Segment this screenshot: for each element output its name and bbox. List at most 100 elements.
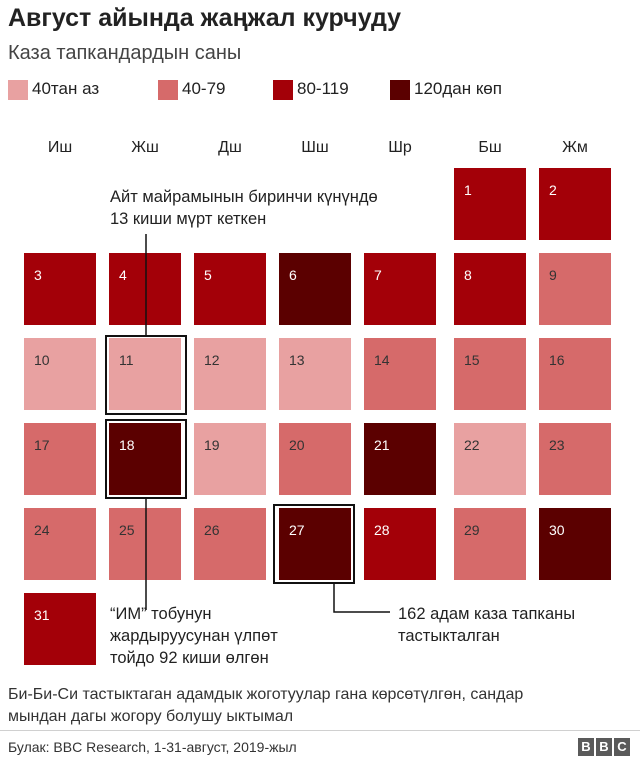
calendar-day-cell: 7 bbox=[364, 253, 436, 325]
calendar-day-number: 17 bbox=[34, 437, 50, 453]
annotation-eid-line1: Айт майрамынын биринчи күнүндө bbox=[110, 188, 378, 206]
calendar-day-number: 5 bbox=[204, 267, 212, 283]
calendar-day-number: 26 bbox=[204, 522, 220, 538]
calendar-day-cell: 17 bbox=[24, 423, 96, 495]
calendar-day-number: 1 bbox=[464, 182, 472, 198]
footer-divider bbox=[0, 730, 640, 731]
weekday-label-mon: Иш bbox=[47, 139, 73, 156]
calendar-day-cell: 5 bbox=[194, 253, 266, 325]
chart-title: Август айында жаңжал курчуду bbox=[8, 4, 402, 32]
calendar-day-number: 30 bbox=[549, 522, 565, 538]
calendar-day-number: 31 bbox=[34, 607, 50, 623]
calendar-day-cell: 3 bbox=[24, 253, 96, 325]
annotation-day-27: 162 адам каза тапканы тастыкталган bbox=[398, 603, 575, 647]
calendar-day-cell: 2 bbox=[539, 168, 611, 240]
calendar-day-number: 10 bbox=[34, 352, 50, 368]
calendar-day-cell: 27 bbox=[279, 508, 351, 580]
calendar-day-cell: 22 bbox=[454, 423, 526, 495]
legend: 40тан аз 40-79 80-119 120дан көп bbox=[0, 78, 640, 102]
annotation-day-27-line2: тастыкталган bbox=[398, 627, 500, 645]
footnote: Би-Би-Си тастыктаган адамдык жоготуулар … bbox=[8, 684, 638, 728]
calendar-day-cell: 30 bbox=[539, 508, 611, 580]
footnote-line1: Би-Би-Си тастыктаган адамдык жоготуулар … bbox=[8, 686, 524, 703]
calendar-day-number: 8 bbox=[464, 267, 472, 283]
calendar-day-cell: 16 bbox=[539, 338, 611, 410]
calendar-day-number: 27 bbox=[289, 522, 305, 538]
weekday-label-thu: Шш bbox=[301, 139, 329, 156]
calendar-day-number: 19 bbox=[204, 437, 220, 453]
calendar-day-cell: 29 bbox=[454, 508, 526, 580]
calendar-day-cell: 8 bbox=[454, 253, 526, 325]
legend-label-over-120: 120дан көп bbox=[414, 79, 502, 98]
calendar-day-cell: 18 bbox=[109, 423, 181, 495]
calendar-day-number: 24 bbox=[34, 522, 50, 538]
calendar-day-number: 25 bbox=[119, 522, 135, 538]
calendar-day-cell: 21 bbox=[364, 423, 436, 495]
calendar-day-number: 9 bbox=[549, 267, 557, 283]
legend-label-80-119: 80-119 bbox=[297, 79, 349, 98]
annotation-wedding: “ИМ” тобунун жардыруусунан үлпөт тойдо 9… bbox=[110, 603, 278, 669]
annotation-day-27-line1: 162 адам каза тапканы bbox=[398, 605, 576, 623]
calendar-day-number: 4 bbox=[119, 267, 127, 283]
calendar-day-cell: 20 bbox=[279, 423, 351, 495]
calendar-day-cell: 10 bbox=[24, 338, 96, 410]
calendar-day-cell: 9 bbox=[539, 253, 611, 325]
legend-swatch-80-119 bbox=[273, 80, 293, 100]
annotation-eid-line2: 13 киши мүрт кеткен bbox=[110, 210, 267, 228]
calendar-day-cell: 23 bbox=[539, 423, 611, 495]
calendar-day-cell: 24 bbox=[24, 508, 96, 580]
calendar-day-cell: 13 bbox=[279, 338, 351, 410]
calendar-day-number: 13 bbox=[289, 352, 305, 368]
bbc-logo-letter: B bbox=[578, 738, 594, 756]
calendar-day-number: 15 bbox=[464, 352, 480, 368]
calendar-day-cell: 6 bbox=[279, 253, 351, 325]
calendar-day-cell: 12 bbox=[194, 338, 266, 410]
calendar-day-cell: 26 bbox=[194, 508, 266, 580]
annotation-wedding-line3: тойдо 92 киши өлгөн bbox=[110, 649, 269, 667]
calendar-day-number: 20 bbox=[289, 437, 305, 453]
weekday-label-wed: Дш bbox=[218, 139, 242, 156]
calendar-day-number: 11 bbox=[119, 352, 134, 368]
calendar-day-cell: 14 bbox=[364, 338, 436, 410]
calendar-day-number: 12 bbox=[204, 352, 220, 368]
chart-subtitle: Каза тапкандардын саны bbox=[8, 42, 242, 64]
legend-swatch-40-79 bbox=[158, 80, 178, 100]
calendar-day-number: 7 bbox=[374, 267, 382, 283]
annotation-wedding-line2: жардыруусунан үлпөт bbox=[110, 627, 278, 645]
calendar-day-number: 21 bbox=[374, 437, 390, 453]
leader-line-day-27 bbox=[333, 583, 390, 613]
calendar-day-number: 29 bbox=[464, 522, 480, 538]
weekday-label-sun: Жм bbox=[562, 139, 588, 156]
calendar-day-cell: 11 bbox=[109, 338, 181, 410]
calendar-day-number: 18 bbox=[119, 437, 135, 453]
annotation-wedding-line1: “ИМ” тобунун bbox=[110, 605, 212, 623]
footnote-line2: мындан дагы жогору болушу ыктымал bbox=[8, 708, 294, 725]
calendar-day-number: 2 bbox=[549, 182, 557, 198]
legend-swatch-over-120 bbox=[390, 80, 410, 100]
calendar-day-number: 16 bbox=[549, 352, 565, 368]
calendar-day-number: 23 bbox=[549, 437, 565, 453]
calendar-day-number: 28 bbox=[374, 522, 390, 538]
weekday-label-sat: Бш bbox=[478, 139, 502, 156]
calendar-day-cell: 28 bbox=[364, 508, 436, 580]
calendar-day-cell: 1 bbox=[454, 168, 526, 240]
bbc-logo-letter: C bbox=[614, 738, 630, 756]
weekday-label-fri: Шр bbox=[388, 139, 412, 156]
legend-label-40-79: 40-79 bbox=[182, 79, 226, 98]
calendar-day-number: 3 bbox=[34, 267, 42, 283]
source-credit: Булак: BBC Research, 1-31-август, 2019-ж… bbox=[8, 739, 297, 755]
bbc-logo-letter: B bbox=[596, 738, 612, 756]
calendar-day-cell: 15 bbox=[454, 338, 526, 410]
calendar-day-number: 22 bbox=[464, 437, 480, 453]
legend-swatch-under-40 bbox=[8, 80, 28, 100]
weekday-label-tue: Жш bbox=[131, 139, 159, 156]
highlight-box-day-27 bbox=[273, 504, 355, 584]
annotation-eid: Айт майрамынын биринчи күнүндө 13 киши м… bbox=[110, 186, 378, 230]
calendar-day-cell: 19 bbox=[194, 423, 266, 495]
highlight-box-day-11 bbox=[105, 335, 187, 415]
calendar-day-cell: 31 bbox=[24, 593, 96, 665]
calendar-day-cell: 4 bbox=[109, 253, 181, 325]
highlight-box-day-18 bbox=[105, 419, 187, 499]
